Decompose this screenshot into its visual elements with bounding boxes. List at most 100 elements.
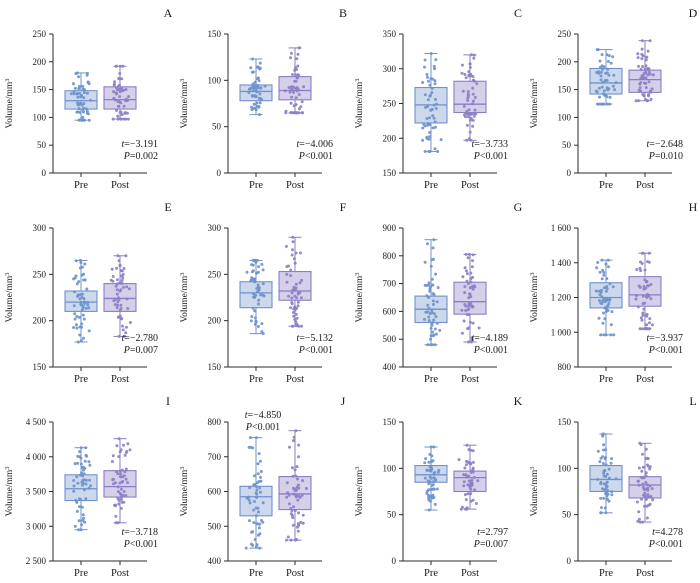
data-point <box>606 60 610 63</box>
data-point <box>430 311 434 315</box>
data-point <box>296 498 300 502</box>
data-point <box>287 493 291 497</box>
data-point <box>635 294 638 298</box>
data-point <box>433 120 437 124</box>
data-point <box>469 72 473 76</box>
y-axis-label: Volume/mm3 <box>529 78 540 128</box>
data-point <box>260 262 264 266</box>
boxplot-post <box>453 443 487 511</box>
data-point <box>257 79 261 83</box>
category-label-pre: Pre <box>74 374 88 385</box>
data-point <box>250 108 254 112</box>
data-point <box>85 287 89 291</box>
data-point <box>84 107 88 111</box>
data-point <box>471 460 475 464</box>
category-label-pre: Pre <box>599 568 613 579</box>
y-tick-label: 50 <box>37 140 47 150</box>
data-point <box>434 58 438 62</box>
data-point <box>602 333 606 337</box>
data-point <box>115 306 119 310</box>
data-point <box>430 483 434 487</box>
data-point <box>295 76 299 80</box>
data-point <box>427 296 431 299</box>
data-point <box>292 492 296 496</box>
data-point <box>434 315 438 319</box>
stat-t-value: t=−3.937 <box>646 333 683 344</box>
y-axis-label: Volume/mm3 <box>354 466 365 516</box>
category-label-post: Post <box>461 374 479 385</box>
data-point <box>644 447 648 451</box>
data-point <box>423 260 427 264</box>
data-point <box>467 340 471 344</box>
data-point <box>111 275 115 278</box>
data-point <box>118 95 122 99</box>
data-point <box>82 106 86 110</box>
data-point <box>87 306 91 310</box>
y-tick-label: 200 <box>33 57 47 67</box>
data-point <box>75 326 79 330</box>
data-point <box>254 545 258 549</box>
data-point <box>472 475 476 479</box>
data-point <box>432 116 436 120</box>
data-point <box>603 506 607 510</box>
data-point <box>117 298 121 302</box>
data-point <box>72 90 76 94</box>
category-label-post: Post <box>461 180 479 191</box>
category-label-post: Post <box>286 180 304 191</box>
data-point <box>604 463 608 467</box>
data-point <box>436 470 440 474</box>
data-point <box>434 272 438 276</box>
data-point <box>253 295 256 299</box>
data-point <box>647 251 651 255</box>
data-point <box>463 285 467 288</box>
data-point <box>432 487 436 491</box>
data-point <box>646 292 650 296</box>
data-point <box>259 470 263 473</box>
data-point <box>467 307 471 311</box>
data-point <box>261 282 265 286</box>
data-point <box>86 80 90 84</box>
data-point <box>76 461 80 465</box>
data-point <box>82 488 86 492</box>
data-point <box>120 269 124 273</box>
data-point <box>254 108 258 112</box>
data-point <box>128 321 132 324</box>
data-point <box>432 238 436 242</box>
data-point <box>120 498 123 501</box>
data-point <box>640 318 644 322</box>
data-point <box>249 66 253 70</box>
data-point <box>116 117 120 121</box>
data-point <box>291 248 294 252</box>
data-point <box>642 285 646 288</box>
data-point <box>72 82 75 86</box>
data-point <box>596 48 600 52</box>
data-point <box>423 58 427 62</box>
data-point <box>427 460 431 464</box>
data-point <box>612 333 616 337</box>
data-point <box>428 135 432 139</box>
data-point <box>463 291 467 295</box>
data-point <box>605 491 609 495</box>
data-point <box>285 495 289 499</box>
data-point <box>640 47 644 51</box>
data-point <box>428 285 432 289</box>
data-point <box>644 487 648 491</box>
data-point <box>255 522 259 526</box>
boxplot-post <box>453 53 487 142</box>
data-point <box>429 337 433 341</box>
data-point <box>119 117 123 121</box>
data-point <box>609 323 613 327</box>
data-point <box>612 73 616 77</box>
data-point <box>466 90 470 93</box>
data-point <box>248 519 251 523</box>
data-point <box>641 65 645 69</box>
y-tick-label: 600 <box>208 487 222 497</box>
data-point <box>289 111 293 115</box>
data-point <box>465 475 469 479</box>
boxplot-pre <box>64 71 98 122</box>
data-point <box>119 506 123 510</box>
data-point <box>126 117 130 121</box>
data-point <box>427 496 431 500</box>
data-point <box>465 506 469 510</box>
data-point <box>77 107 81 111</box>
